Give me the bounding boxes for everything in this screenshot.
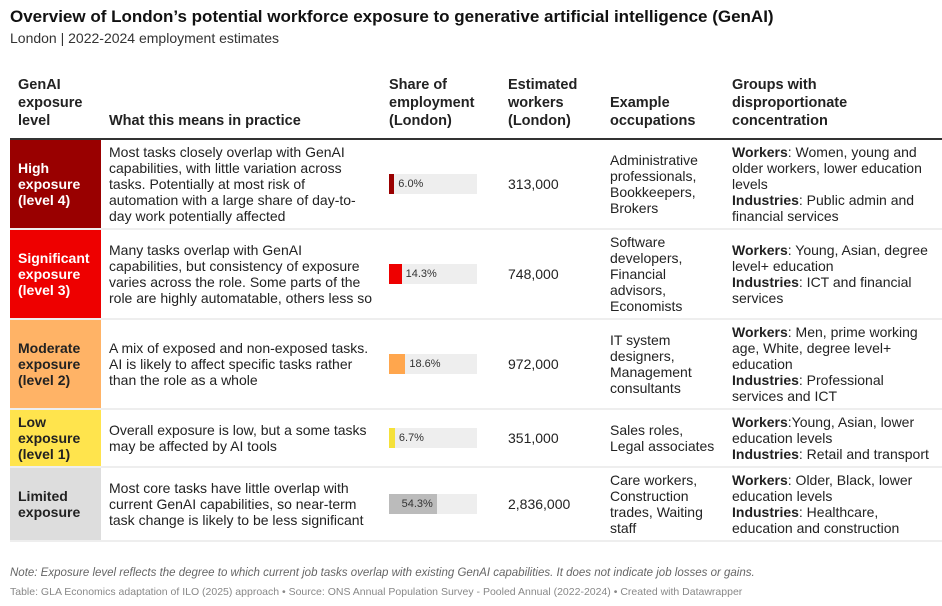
workers-groups: : Women, young and older workers, lower …: [732, 144, 922, 192]
share-label: 18.6%: [409, 358, 441, 370]
footnote: Note: Exposure level reflects the degree…: [10, 567, 755, 579]
meaning-cell: Most core tasks have little overlap with…: [101, 467, 381, 542]
occupations-cell: Administrative professionals, Bookkeeper…: [602, 139, 724, 230]
chart-title: Overview of London’s potential workforce…: [10, 7, 774, 26]
share-bar-track: 14.3%: [389, 264, 477, 284]
share-bar: [389, 264, 402, 284]
share-label: 6.0%: [398, 178, 424, 190]
groups-cell: Workers: Older, Black, lower education l…: [724, 467, 942, 542]
groups-cell: Workers: Men, prime working age, White, …: [724, 319, 942, 410]
share-cell: 14.3%: [381, 229, 500, 320]
workers-label: Workers: [732, 324, 788, 340]
industries-groups: : Public admin and financial services: [732, 192, 915, 224]
workers-cell: 313,000: [500, 139, 602, 230]
share-label: 6.7%: [398, 432, 424, 444]
header-share: Share of employment (London): [381, 70, 500, 140]
industries-label: Industries: [732, 192, 799, 208]
occupations-cell: IT system designers, Management consulta…: [602, 319, 724, 410]
workers-groups: : Men, prime working age, White, degree …: [732, 324, 918, 372]
groups-cell: Workers:Young, Asian, lower education le…: [724, 409, 942, 468]
exposure-level-cell: Significant exposure (level 3): [10, 229, 101, 320]
industries-label: Industries: [732, 372, 799, 388]
workers-cell: 972,000: [500, 319, 602, 410]
industries-label: Industries: [732, 504, 799, 520]
share-cell: 54.3%: [381, 467, 500, 542]
source-line: Table: GLA Economics adaptation of ILO (…: [10, 586, 743, 598]
workers-cell: 748,000: [500, 229, 602, 320]
workers-label: Workers: [732, 414, 788, 430]
exposure-level-cell: Limited exposure: [10, 467, 101, 542]
table-row: Limited exposure Most core tasks have li…: [10, 467, 942, 542]
share-bar-track: 6.0%: [389, 174, 477, 194]
table-row: Significant exposure (level 3) Many task…: [10, 229, 942, 320]
header-meaning: What this means in practice: [101, 70, 381, 140]
share-bar-track: 6.7%: [389, 428, 477, 448]
workers-cell: 2,836,000: [500, 467, 602, 542]
exposure-level-cell: Moderate exposure (level 2): [10, 319, 101, 410]
workers-cell: 351,000: [500, 409, 602, 468]
table-row: Moderate exposure (level 2) A mix of exp…: [10, 319, 942, 410]
header-level: GenAI exposure level: [10, 70, 101, 140]
share-bar: [389, 428, 395, 448]
occupations-cell: Care workers, Construction trades, Waiti…: [602, 467, 724, 542]
workers-label: Workers: [732, 242, 788, 258]
industries-label: Industries: [732, 446, 799, 462]
share-bar: [389, 494, 437, 514]
workers-label: Workers: [732, 144, 788, 160]
header-groups: Groups with disproportionate concentrati…: [724, 70, 942, 140]
workers-groups: : Older, Black, lower education levels: [732, 472, 913, 504]
workers-label: Workers: [732, 472, 788, 488]
industries-groups: : Retail and transport: [798, 446, 929, 462]
header-row: GenAI exposure level What this means in …: [10, 70, 942, 140]
meaning-cell: Most tasks closely overlap with GenAI ca…: [101, 139, 381, 230]
share-bar-track: 18.6%: [389, 354, 477, 374]
share-bar-track: 54.3%: [389, 494, 477, 514]
share-label: 54.3%: [401, 498, 433, 510]
workers-groups: :Young, Asian, lower education levels: [732, 414, 915, 446]
share-bar: [389, 354, 406, 374]
occupations-cell: Sales roles, Legal associates: [602, 409, 724, 468]
meaning-cell: Many tasks overlap with GenAI capabiliti…: [101, 229, 381, 320]
table-row: High exposure (level 4) Most tasks close…: [10, 139, 942, 230]
table-row: Low exposure (level 1) Overall exposure …: [10, 409, 942, 468]
industries-groups: : Healthcare, education and construction: [732, 504, 900, 536]
header-occupations: Example occupations: [602, 70, 724, 140]
chart-subtitle: London | 2022-2024 employment estimates: [10, 30, 280, 46]
exposure-level-cell: Low exposure (level 1): [10, 409, 101, 468]
header-workers: Estimated workers (London): [500, 70, 602, 140]
industries-groups: : Professional services and ICT: [732, 372, 884, 404]
industries-groups: : ICT and financial services: [732, 274, 912, 306]
share-bar: [389, 174, 395, 194]
industries-label: Industries: [732, 274, 799, 290]
share-cell: 18.6%: [381, 319, 500, 410]
share-label: 14.3%: [405, 268, 437, 280]
groups-cell: Workers: Women, young and older workers,…: [724, 139, 942, 230]
occupations-cell: Software developers, Financial advisors,…: [602, 229, 724, 320]
exposure-table: GenAI exposure level What this means in …: [10, 70, 942, 542]
meaning-cell: A mix of exposed and non-exposed tasks. …: [101, 319, 381, 410]
share-cell: 6.7%: [381, 409, 500, 468]
workers-groups: : Young, Asian, degree level+ education: [732, 242, 928, 274]
exposure-level-cell: High exposure (level 4): [10, 139, 101, 230]
meaning-cell: Overall exposure is low, but a some task…: [101, 409, 381, 468]
groups-cell: Workers: Young, Asian, degree level+ edu…: [724, 229, 942, 320]
share-cell: 6.0%: [381, 139, 500, 230]
